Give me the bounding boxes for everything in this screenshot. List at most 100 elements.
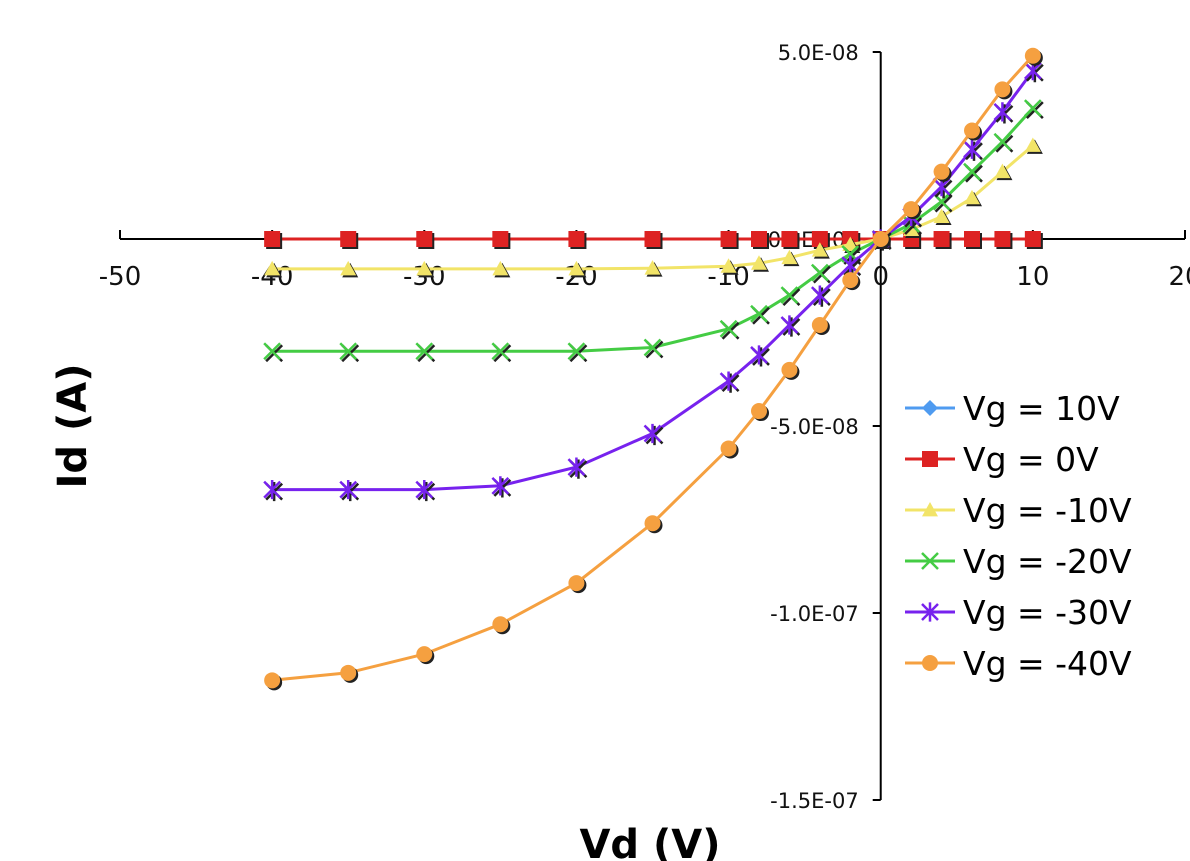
data-point [643, 423, 662, 444]
series-line [271, 54, 1035, 682]
data-point [964, 189, 980, 205]
data-point [719, 371, 738, 391]
data-point [491, 476, 510, 496]
data-point [1024, 231, 1041, 247]
data-point [416, 260, 433, 276]
data-point [933, 231, 950, 247]
x-tick-label: 20 [1168, 262, 1190, 292]
data-point [643, 338, 662, 357]
data-point [719, 319, 738, 338]
series-line [272, 107, 1035, 353]
data-point [492, 260, 509, 276]
data-point [994, 163, 1011, 179]
data-point [781, 249, 798, 265]
series-5 [264, 47, 1043, 691]
y-tick-label: -5.0E-08 [770, 415, 859, 439]
data-point [994, 81, 1011, 98]
data-point [993, 102, 1012, 122]
data-point [644, 231, 661, 247]
y-tick-label: -1.5E-07 [770, 789, 859, 813]
data-point [644, 260, 661, 275]
legend-label: Vg = 10V [963, 389, 1120, 428]
x-tick-label: 10 [1016, 262, 1049, 292]
legend-item: Vg = -20V [905, 542, 1132, 581]
legend-item: Vg = -40V [905, 644, 1132, 683]
legend-item: Vg = -10V [905, 491, 1132, 530]
data-point [750, 304, 768, 323]
data-point [568, 575, 585, 592]
data-point [339, 342, 358, 361]
data-point [568, 260, 585, 276]
data-point [720, 440, 737, 457]
data-point [264, 672, 281, 689]
legend-marker [922, 451, 938, 467]
data-point [644, 515, 661, 532]
legend-item: Vg = 10V [905, 389, 1120, 428]
data-point [963, 162, 981, 181]
data-point [872, 231, 889, 247]
legend-marker [921, 602, 939, 622]
data-point [994, 231, 1011, 247]
data-point [751, 403, 767, 420]
data-point [811, 242, 828, 257]
data-point [781, 231, 798, 247]
data-point [491, 342, 510, 361]
y-tick-label: 5.0E-08 [778, 41, 859, 65]
legend-item: Vg = -30V [905, 593, 1132, 632]
data-point [1024, 137, 1041, 152]
x-tick-label: 0 [872, 262, 889, 292]
data-point [811, 317, 828, 334]
data-point [933, 208, 950, 223]
legend-marker [922, 502, 938, 517]
legend-marker [922, 400, 938, 416]
legend: Vg = 10V Vg = 0V Vg = -10V Vg = -20V Vg = -3… [905, 389, 1132, 683]
data-point [933, 163, 950, 180]
data-point [720, 231, 737, 247]
data-point [842, 236, 859, 252]
data-point [568, 231, 585, 247]
legend-label: Vg = -10V [963, 491, 1132, 530]
data-point [492, 231, 509, 247]
data-point [1024, 47, 1041, 64]
data-point [751, 255, 767, 270]
y-tick-label: -1.0E-07 [770, 602, 859, 626]
y-axis-title: Id (A) [50, 364, 96, 489]
data-point [750, 345, 768, 365]
legend-item: Vg = 0V [905, 440, 1099, 479]
data-point [339, 479, 358, 500]
data-point [963, 139, 981, 159]
data-point [964, 122, 980, 139]
data-point [263, 479, 282, 500]
data-point [340, 664, 357, 681]
legend-label: Vg = -20V [963, 542, 1132, 581]
data-point [993, 132, 1012, 151]
series-3 [263, 99, 1044, 363]
series-layer [263, 47, 1044, 691]
data-point [340, 231, 357, 247]
series-1 [264, 231, 1043, 249]
data-point [492, 616, 509, 633]
data-point [810, 285, 829, 305]
data-point [810, 263, 829, 282]
legend-label: Vg = 0V [963, 440, 1099, 479]
data-point [720, 258, 737, 273]
data-point [340, 260, 357, 276]
data-point [264, 231, 281, 247]
data-point [964, 231, 980, 247]
legend-label: Vg = -30V [963, 593, 1132, 632]
legend-marker [922, 655, 938, 671]
legend-marker [921, 552, 939, 570]
data-point [415, 342, 434, 361]
x-tick-label: -50 [99, 262, 141, 292]
data-point [811, 231, 828, 247]
data-point [780, 315, 799, 335]
data-point [415, 479, 434, 500]
data-point [416, 646, 433, 663]
x-axis-title: Vd (V) [579, 822, 720, 861]
data-point [567, 457, 586, 477]
data-point [263, 342, 282, 361]
data-point [903, 201, 920, 218]
data-point [781, 361, 798, 378]
series-4 [263, 61, 1044, 502]
